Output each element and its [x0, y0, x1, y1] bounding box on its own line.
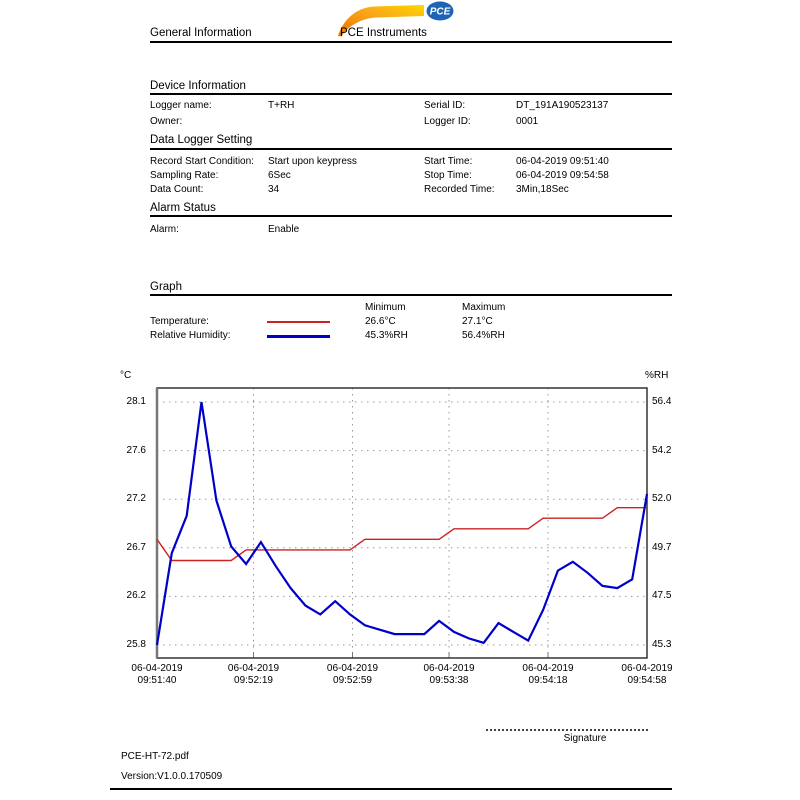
humidity-max-value: 56.4%RH [462, 330, 505, 341]
field-value: 34 [268, 184, 280, 195]
x-axis-tick: 06-04-2019 09:52:59 [326, 663, 379, 686]
legend-col-minimum: Minimum [365, 302, 406, 313]
x-axis-tick: 06-04-2019 09:52:19 [227, 663, 280, 686]
y-axis-tick-right: 47.5 [652, 590, 672, 602]
signature-label: Signature [563, 733, 607, 744]
field-value: 06-04-2019 09:51:40 [516, 156, 609, 167]
field-value: 06-04-2019 09:54:58 [516, 170, 609, 181]
y-axis-tick-right: 52.0 [652, 493, 672, 505]
right-axis-unit-label: %RH [645, 370, 669, 381]
field-value: 0001 [516, 116, 539, 127]
section-title-device: Device Information [150, 80, 246, 92]
report-version: Version:V1.0.0.170509 [121, 771, 223, 782]
legend-label-temperature: Temperature: [150, 316, 209, 327]
y-axis-tick-right: 45.3 [652, 639, 672, 650]
report-filename: PCE-HT-72.pdf [121, 751, 189, 762]
humidity-min-value: 45.3%RH [365, 330, 408, 341]
x-axis-tick: 06-04-2019 09:51:40 [131, 663, 183, 686]
field-label: Owner: [150, 116, 183, 127]
legend-label-humidity: Relative Humidity: [150, 330, 231, 341]
field-label: Start Time: [424, 156, 473, 167]
temperature-max-value: 27.1°C [462, 316, 493, 327]
pce-logo: PCE [338, 1, 454, 37]
temperature-min-value: 26.6°C [365, 316, 396, 327]
field-value: 3Min,18Sec [516, 184, 569, 195]
section-title-settings: Data Logger Setting [150, 134, 253, 146]
field-value: Start upon keypress [268, 156, 357, 167]
signature-line [486, 729, 648, 731]
x-axis-tick: 06-04-2019 09:54:18 [522, 663, 574, 686]
field-label: Alarm: [150, 224, 179, 235]
field-label: Record Start Condition: [150, 156, 254, 167]
field-value: T+RH [268, 100, 295, 111]
logo-swoosh-icon [338, 5, 424, 37]
field-label: Logger name: [150, 100, 212, 111]
y-axis-tick-left: 28.1 [126, 396, 146, 407]
field-value: Enable [268, 224, 300, 235]
temperature-line-swatch [267, 321, 330, 323]
legend-col-maximum: Maximum [462, 302, 506, 313]
section-rule [150, 294, 672, 296]
field-label: Data Count: [150, 184, 204, 195]
field-value: 6Sec [268, 170, 291, 181]
logo-badge [426, 1, 454, 21]
x-axis-tick: 06-04-2019 09:53:38 [423, 663, 475, 686]
section-title-graph: Graph [150, 281, 182, 293]
y-axis-tick-left: 25.8 [126, 639, 146, 650]
field-label: Serial ID: [424, 100, 466, 111]
section-rule [150, 93, 672, 95]
logo-text: PCE [430, 7, 451, 18]
section-rule [150, 148, 672, 150]
humidity-line-swatch [267, 335, 330, 338]
field-value: DT_191A190523137 [516, 100, 609, 111]
y-axis-tick-right: 54.2 [652, 444, 672, 456]
x-axis-tick: 06-04-2019 09:54:58 [621, 663, 673, 686]
field-label: Sampling Rate: [150, 170, 219, 181]
page-title: General Information [150, 27, 252, 39]
y-axis-tick-right: 49.7 [652, 541, 672, 553]
brand-name: PCE Instruments [340, 27, 427, 39]
y-axis-tick-left: 26.2 [126, 590, 146, 602]
section-rule [150, 215, 672, 217]
y-axis-tick-left: 27.6 [126, 444, 146, 456]
y-axis-tick-right: 56.4 [652, 396, 672, 407]
y-axis-tick-left: 26.7 [126, 541, 146, 553]
field-label: Recorded Time: [424, 184, 495, 195]
field-label: Stop Time: [424, 170, 472, 181]
page-bottom-rule [110, 788, 672, 790]
section-title-alarm: Alarm Status [150, 202, 216, 214]
left-axis-unit-label: °C [120, 370, 132, 381]
header-rule [150, 41, 672, 43]
y-axis-tick-left: 27.2 [126, 493, 146, 505]
field-label: Logger ID: [424, 116, 471, 127]
